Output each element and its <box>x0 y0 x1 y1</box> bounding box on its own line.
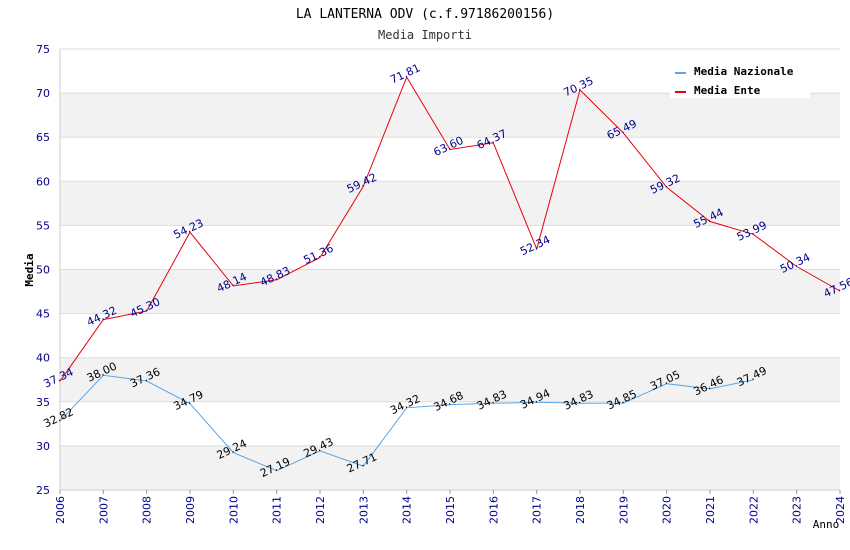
plot-band <box>60 269 840 314</box>
plot-band <box>60 401 840 446</box>
series-line-nazionale <box>59 374 754 472</box>
y-tick-label: 30 <box>36 440 50 453</box>
x-tick-label: 2010 <box>227 496 240 524</box>
plot-band <box>60 313 840 358</box>
y-tick-label: 60 <box>36 175 50 188</box>
x-tick-label: 2016 <box>487 496 500 524</box>
plot-band <box>60 445 840 490</box>
x-tick-label: 2022 <box>747 496 760 524</box>
x-axis-label: Anno <box>813 518 840 531</box>
x-tick-label: 2018 <box>574 496 587 524</box>
plot-band <box>60 137 840 182</box>
x-tick-label: 2020 <box>661 496 674 524</box>
x-tick-label: 2023 <box>791 496 804 524</box>
legend: Media Nazionale Media Ente <box>670 60 810 98</box>
x-tick-label: 2011 <box>271 496 284 524</box>
y-tick-label: 40 <box>36 352 50 365</box>
chart-subtitle: Media Importi <box>378 28 472 42</box>
x-tick-label: 2008 <box>141 496 154 524</box>
y-tick-label: 70 <box>36 87 50 100</box>
legend-label-nazionale: Media Nazionale <box>694 65 794 78</box>
chart-title: LA LANTERNA ODV (c.f.97186200156) <box>296 7 554 22</box>
x-tick-label: 2019 <box>617 496 630 524</box>
y-tick-label: 35 <box>36 396 50 409</box>
axes: 25 30 35 40 45 50 55 60 65 70 75 2006 2007 2008 2009 20… <box>36 43 847 524</box>
y-tick-label: 65 <box>36 131 50 144</box>
x-tick-label: 2024 <box>834 496 847 524</box>
x-tick-label: 2014 <box>401 496 414 524</box>
y-tick-label: 50 <box>36 264 50 277</box>
x-tick-label: 2009 <box>184 496 197 524</box>
x-tick-label: 2015 <box>444 496 457 524</box>
x-tick-label: 2017 <box>531 496 544 524</box>
plot-band <box>60 357 840 402</box>
y-tick-label: 45 <box>36 308 50 321</box>
series-layer <box>59 75 841 472</box>
x-tick-label: 2006 <box>54 496 67 524</box>
y-tick-label: 75 <box>36 43 50 56</box>
legend-label-ente: Media Ente <box>694 84 761 97</box>
plot-band <box>60 181 840 226</box>
x-tick-label: 2021 <box>704 496 717 524</box>
x-tick-label: 2007 <box>97 496 110 524</box>
plot-band <box>60 93 840 138</box>
plot-bands <box>60 49 840 490</box>
y-tick-label: 55 <box>36 219 50 232</box>
series-line-ente <box>59 75 841 382</box>
legend-box <box>670 60 810 98</box>
x-tick-label: 2012 <box>314 496 327 524</box>
x-tick-label: 2013 <box>357 496 370 524</box>
y-tick-label: 25 <box>36 484 50 497</box>
y-axis-label: Media <box>23 253 36 286</box>
